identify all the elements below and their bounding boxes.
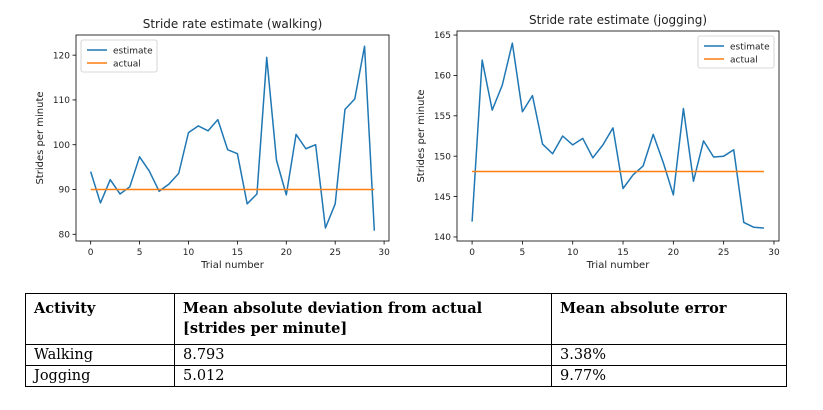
legend-box xyxy=(697,35,775,69)
table-row: Jogging 5.012 9.77% xyxy=(25,365,787,387)
cell-activity: Walking xyxy=(25,344,175,366)
legend-box xyxy=(80,39,158,73)
x-tick-label: 15 xyxy=(617,248,628,258)
chart-title: Stride rate estimate (walking) xyxy=(143,17,323,31)
cell-error: 9.77% xyxy=(551,365,787,387)
x-tick-label: 20 xyxy=(668,248,680,258)
walking-chart: Stride rate estimate (walking) 0 5 10 15 20 25… xyxy=(35,17,390,271)
x-tick-label: 20 xyxy=(281,248,293,258)
results-table: Activity Mean absolute deviation from ac… xyxy=(25,293,787,387)
x-tick-label: 10 xyxy=(183,248,195,258)
y-tick-label: 160 xyxy=(434,72,451,82)
cell-activity: Jogging xyxy=(25,365,175,387)
y-tick-label: 165 xyxy=(434,31,451,41)
y-tick-label: 80 xyxy=(59,230,71,240)
y-tick-label: 120 xyxy=(53,51,70,61)
y-tick-label: 90 xyxy=(59,186,71,196)
x-tick-label: 5 xyxy=(137,248,143,258)
x-tick-label: 0 xyxy=(469,248,475,258)
plot-frame xyxy=(456,30,780,242)
x-tick-label: 30 xyxy=(378,248,390,258)
legend-label-estimate: estimate xyxy=(730,43,770,53)
y-axis-label: Strides per minute xyxy=(416,89,427,182)
x-tick-label: 25 xyxy=(718,248,729,258)
y-tick-label: 140 xyxy=(434,233,451,243)
cell-deviation: 5.012 xyxy=(174,365,552,387)
results-table-container: Activity Mean absolute deviation from ac… xyxy=(25,293,787,387)
jogging-chart: Stride rate estimate (jogging) 0 5 10 15 20 25… xyxy=(416,13,780,271)
x-tick-label: 0 xyxy=(88,248,94,258)
plot-frame xyxy=(75,34,390,242)
cell-deviation: 8.793 xyxy=(174,344,552,366)
x-tick-label: 15 xyxy=(232,248,243,258)
header-mean-absolute-deviation: Mean absolute deviation from actual [str… xyxy=(174,293,552,345)
x-tick-label: 30 xyxy=(768,248,780,258)
legend-label-actual: actual xyxy=(730,56,758,66)
legend-label-actual: actual xyxy=(113,60,141,70)
y-tick-label: 110 xyxy=(53,96,70,106)
table-row: Walking 8.793 3.38% xyxy=(25,344,787,366)
x-axis-label: Trial number xyxy=(586,260,651,271)
series-line-estimate xyxy=(471,42,764,229)
y-axis-label: Strides per minute xyxy=(35,91,46,184)
x-tick-label: 5 xyxy=(520,248,526,258)
header-activity: Activity xyxy=(25,293,175,345)
series-line-estimate xyxy=(89,45,376,231)
header-mean-absolute-error: Mean absolute error xyxy=(551,293,787,345)
x-tick-label: 25 xyxy=(329,248,340,258)
cell-error: 3.38% xyxy=(551,344,787,366)
y-tick-label: 155 xyxy=(434,112,451,122)
table-header-row: Activity Mean absolute deviation from ac… xyxy=(25,293,787,345)
y-tick-label: 145 xyxy=(434,193,451,203)
x-axis-label: Trial number xyxy=(200,260,265,271)
legend-label-estimate: estimate xyxy=(113,47,153,57)
y-tick-label: 100 xyxy=(53,141,70,151)
y-tick-label: 150 xyxy=(434,152,451,162)
x-tick-label: 10 xyxy=(567,248,579,258)
chart-title: Stride rate estimate (jogging) xyxy=(529,13,707,27)
